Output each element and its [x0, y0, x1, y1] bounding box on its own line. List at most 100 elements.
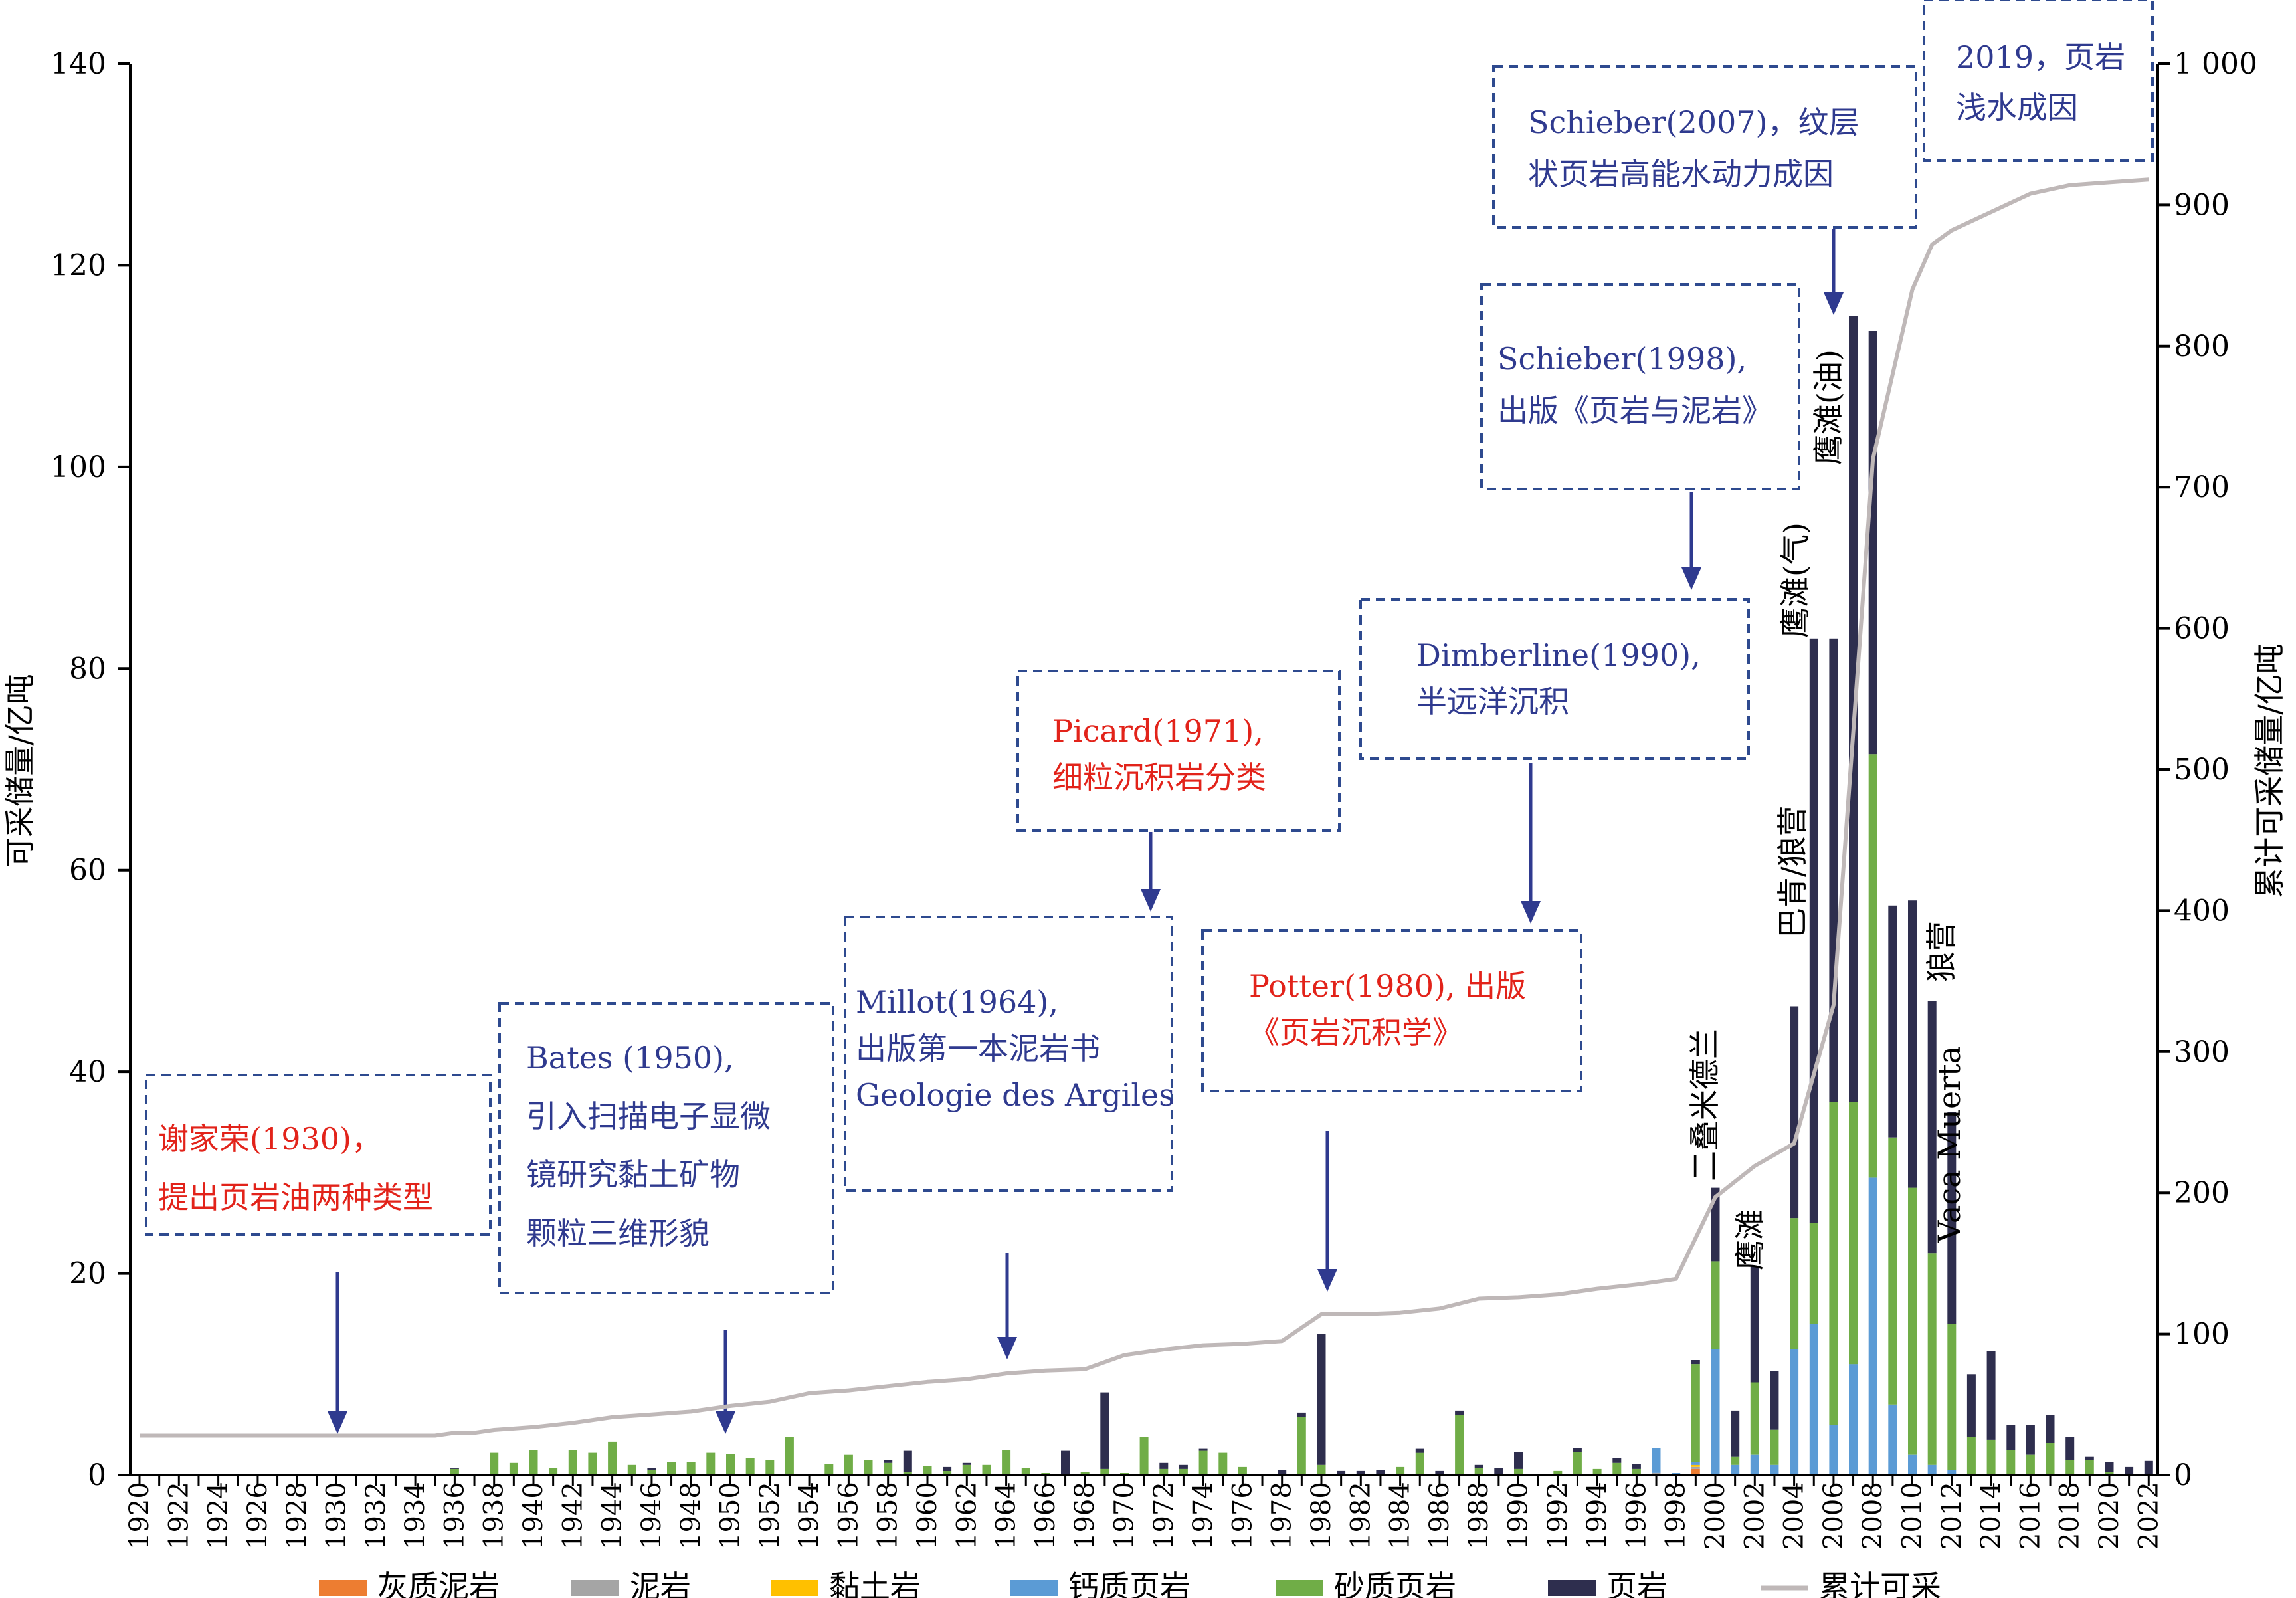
bar-砂质页岩-1964 [1002, 1450, 1011, 1475]
y2-tick-label-100: 100 [2174, 1318, 2230, 1351]
bar-砂质页岩-2001 [1731, 1456, 1740, 1465]
annotation-text-7-1: Schieber(1998), [1497, 341, 1747, 377]
annotation-text-1-2: 提出页岩油两种类型 [158, 1179, 433, 1215]
x-tick-label-1950: 1950 [716, 1482, 746, 1549]
bar-砂质页岩-2009 [1888, 1137, 1897, 1405]
x-tick-label-1996: 1996 [1621, 1482, 1652, 1549]
y2-tick-label-400: 400 [2174, 894, 2230, 928]
arrow-head-2 [716, 1411, 735, 1434]
bar-页岩-2013 [1966, 1374, 1976, 1437]
x-tick-label-2016: 2016 [2015, 1482, 2046, 1549]
bar-页岩-1979 [1297, 1412, 1306, 1417]
y-tick-label-20: 20 [69, 1257, 106, 1291]
x-tick-label-2000: 2000 [1700, 1482, 1731, 1549]
bar-页岩-2011 [1927, 1001, 1937, 1254]
bar-砂质页岩-1960 [923, 1466, 932, 1475]
x-tick-label-1976: 1976 [1227, 1482, 1258, 1549]
y2-tick-label-300: 300 [2174, 1035, 2230, 1069]
bar-砂质页岩-1979 [1297, 1417, 1306, 1475]
legend-swatch-钙质页岩 [1010, 1580, 1058, 1596]
annotation-text-6-1: Dimberline(1990), [1416, 637, 1701, 673]
x-tick-label-1938: 1938 [479, 1482, 510, 1549]
bar-钙质页岩-2002 [1750, 1454, 1759, 1475]
bar-label-5: 鹰滩(油) [1810, 350, 1846, 465]
x-tick-label-1930: 1930 [322, 1482, 352, 1549]
bar-页岩-1978 [1278, 1470, 1287, 1475]
bars [450, 316, 2153, 1475]
arrow-head-3 [997, 1337, 1017, 1359]
bar-label-6: 狼营 [1923, 921, 1959, 982]
axes: 0 20 40 60 80 100 120 140 0 100 200 300 400 500 600 700… [2, 47, 2287, 1549]
legend-label-黏土岩: 黏土岩 [829, 1569, 921, 1598]
x-tick-label-1940: 1940 [518, 1482, 549, 1549]
y-tick-label-0: 0 [88, 1458, 106, 1492]
x-tick-label-1952: 1952 [755, 1482, 785, 1549]
bar-钙质页岩-2008 [1868, 1177, 1877, 1475]
y-tick-label-140: 140 [50, 47, 106, 81]
y2-tick-label-900: 900 [2174, 188, 2230, 222]
x-tick-label-2012: 2012 [1937, 1482, 1967, 1549]
x-tick-label-1984: 1984 [1385, 1482, 1416, 1549]
bar-砂质页岩-1952 [765, 1460, 775, 1475]
bar-页岩-2020 [2105, 1462, 2114, 1472]
x-tick-label-2004: 2004 [1779, 1482, 1810, 1549]
legend-swatch-页岩 [1548, 1580, 1596, 1596]
annotation-box-8 [1492, 65, 1917, 229]
legend-swatch-黏土岩 [771, 1580, 818, 1596]
bar-砂质页岩-1940 [529, 1450, 538, 1475]
bar-砂质页岩-2012 [1947, 1324, 1957, 1470]
bar-钙质页岩-2011 [1927, 1464, 1937, 1475]
bar-页岩-2017 [2046, 1415, 2055, 1443]
bar-页岩-2004 [1790, 1006, 1799, 1219]
annotation-box-5 [1201, 929, 1582, 1092]
bar-砂质页岩-1961 [943, 1470, 952, 1475]
arrow-head-4 [1141, 889, 1161, 912]
arrow-head-7 [1681, 567, 1701, 590]
x-tick-label-1924: 1924 [203, 1482, 234, 1549]
legend-label-钙质页岩: 钙质页岩 [1068, 1569, 1191, 1598]
bar-砂质页岩-1951 [745, 1458, 755, 1475]
bar-砂质页岩-1953 [785, 1437, 794, 1475]
bar-页岩-1981 [1337, 1470, 1346, 1475]
y-tick-label-100: 100 [50, 450, 106, 484]
x-tick-label-1986: 1986 [1424, 1482, 1455, 1549]
bar-页岩-1989 [1494, 1468, 1503, 1475]
bar-label-4: 鹰滩(气) [1777, 522, 1813, 638]
bar-砂质页岩-2017 [2046, 1443, 2055, 1475]
bar-砂质页岩-1945 [627, 1464, 636, 1475]
bar-砂质页岩-1999 [1691, 1364, 1700, 1462]
bar-钙质页岩-2007 [1849, 1364, 1858, 1475]
annotation-text-2-3: 镜研究黏土矿物 [526, 1157, 740, 1193]
bar-砂质页岩-2014 [1986, 1439, 1996, 1475]
legend-label-砂质页岩: 砂质页岩 [1334, 1569, 1456, 1598]
annotation-box-7 [1480, 283, 1800, 490]
bar-砂质页岩-1965 [1021, 1468, 1030, 1475]
bar-砂质页岩-1992 [1553, 1470, 1563, 1475]
bar-砂质页岩-1985 [1415, 1452, 1424, 1475]
bar-砂质页岩-1957 [864, 1460, 873, 1475]
x-tick-label-1942: 1942 [557, 1482, 588, 1549]
bar-页岩-1969 [1100, 1392, 1109, 1469]
bar-页岩-1999 [1691, 1360, 1700, 1365]
bar-砂质页岩-1947 [667, 1462, 676, 1475]
y2-tick-label-800: 800 [2174, 330, 2230, 363]
bar-页岩-2014 [1986, 1351, 1996, 1440]
x-tick-label-1936: 1936 [439, 1482, 470, 1549]
bar-钙质页岩-2009 [1888, 1404, 1897, 1475]
bar-砂质页岩-2006 [1829, 1102, 1838, 1425]
annotation-box-6 [1359, 598, 1750, 760]
bar-砂质页岩-2005 [1809, 1223, 1818, 1324]
bar-页岩-1959 [903, 1450, 912, 1472]
bar-页岩-1982 [1356, 1470, 1365, 1475]
bar-砂质页岩-1984 [1396, 1466, 1405, 1475]
x-tick-label-1982: 1982 [1345, 1482, 1376, 1549]
x-tick-label-1990: 1990 [1503, 1482, 1534, 1549]
arrow-head-5 [1317, 1269, 1337, 1292]
bar-页岩-2018 [2065, 1437, 2075, 1460]
bar-页岩-1967 [1061, 1450, 1070, 1475]
bar-页岩-1988 [1474, 1464, 1483, 1468]
bar-砂质页岩-1950 [726, 1454, 735, 1475]
bar-砂质页岩-2000 [1711, 1261, 1720, 1349]
bar-页岩-2015 [2006, 1425, 2016, 1450]
bar-砂质页岩-1946 [647, 1470, 656, 1475]
